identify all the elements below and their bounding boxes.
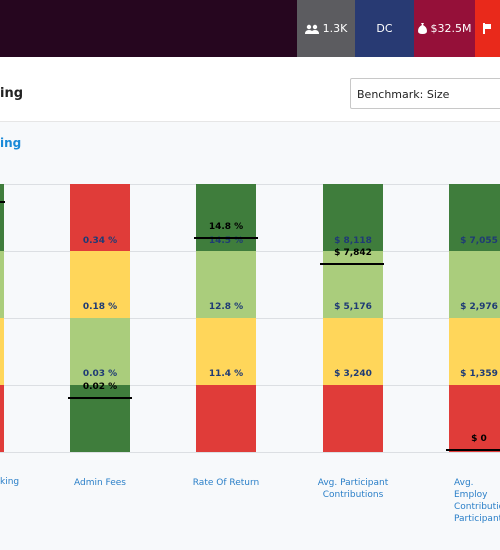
band-cell (323, 318, 383, 385)
gridline (0, 452, 500, 453)
band-cell (70, 385, 130, 452)
users-icon (304, 24, 319, 34)
partial-col-cell (0, 184, 4, 251)
band-value: $ 8,118 (334, 236, 372, 246)
benchmark-select[interactable]: Benchmark: Size (350, 78, 500, 109)
partial-col-cell (0, 251, 4, 318)
participants-badge[interactable]: 1.3K (297, 0, 355, 57)
column-label: Avg. Participant Contributions (308, 477, 398, 501)
partial-col-cell (0, 385, 4, 452)
band-value: $ 1,359 (460, 369, 498, 379)
partial-col-label: king (0, 477, 20, 487)
band-value: $ 5,176 (334, 302, 372, 312)
partial-col-cell (0, 318, 4, 385)
band-value: 11.4 % (208, 369, 244, 379)
band-cell (70, 318, 130, 385)
band-cell (449, 184, 500, 251)
column-label-line: Participant (454, 514, 500, 524)
partial-col-marker (0, 201, 5, 203)
plan-marker-label: 14.8 % (208, 222, 244, 232)
band-cell (449, 251, 500, 318)
participants-count: 1.3K (322, 22, 348, 35)
column-label: Rate Of Return (192, 478, 260, 488)
band-value: 0.34 % (82, 236, 118, 246)
band-value: 12.8 % (208, 302, 244, 312)
band-cell (323, 184, 383, 251)
extra-badge[interactable] (475, 0, 500, 57)
column-label: Avg. Employ Contribution Participant (434, 477, 500, 525)
plan-type-label: DC (376, 22, 393, 35)
column-label-line: Contribution (454, 502, 500, 512)
plan-marker (194, 237, 258, 239)
band-cell (196, 251, 256, 318)
column-label-line: Avg. Participant (317, 478, 389, 488)
band-cell (196, 184, 256, 251)
plan-marker (68, 397, 132, 399)
column-label-line: Avg. Employ (454, 478, 488, 500)
band-value: 0.18 % (82, 302, 118, 312)
plan-marker-label: $ 7,842 (334, 248, 372, 258)
flag-icon (483, 23, 491, 34)
band-cell (196, 318, 256, 385)
band-value: 0.03 % (82, 369, 118, 379)
page-title: ing (0, 86, 24, 101)
band-cell (323, 385, 383, 452)
plan-marker-label: 0.02 % (82, 382, 118, 392)
band-value: $ 7,055 (460, 236, 498, 246)
band-value: $ 2,976 (460, 302, 498, 312)
plan-marker (446, 449, 500, 451)
assets-badge[interactable]: $32.5M (414, 0, 475, 57)
column-label-line: Contributions (322, 490, 384, 500)
assets-value: $32.5M (430, 22, 472, 35)
band-cell (196, 385, 256, 452)
band-cell (323, 251, 383, 318)
band-cell (70, 251, 130, 318)
plan-marker (320, 263, 384, 265)
band-cell (70, 184, 130, 251)
band-cell (449, 385, 500, 452)
band-cell (449, 318, 500, 385)
plan-marker-label: $ 0 (471, 434, 487, 444)
money-bag-icon (417, 23, 427, 34)
column-label: Admin Fees (74, 478, 126, 488)
band-value: 14.5 % (208, 236, 244, 246)
band-value: $ 3,240 (334, 369, 372, 379)
section-title: ing (0, 136, 22, 150)
plan-type-badge[interactable]: DC (355, 0, 414, 57)
